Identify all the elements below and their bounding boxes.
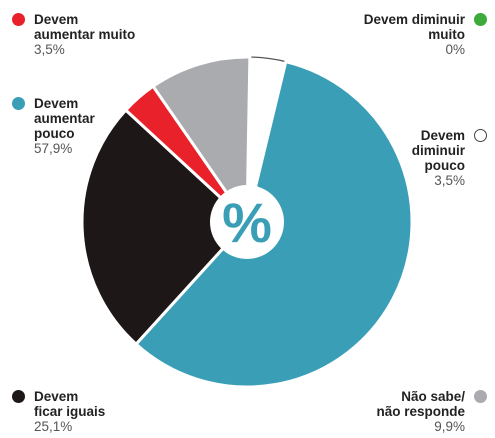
legend-swatch-green	[474, 13, 487, 26]
center-hole	[210, 185, 284, 259]
legend-label: Devem aumentar pouco	[34, 96, 95, 141]
pie-slice-5	[151, 55, 252, 227]
legend-label: Devem aumentar muito	[34, 12, 136, 42]
legend-swatch-red	[12, 13, 25, 26]
legend-diminuir-muito: Devem diminuir muito 0%	[363, 12, 487, 57]
legend-swatch-teal	[12, 97, 25, 110]
legend-label: Devem ficar iguais	[34, 389, 106, 419]
legend-swatch-black	[12, 390, 25, 403]
legend-value: 57,9%	[34, 141, 73, 156]
center-percent-label: %	[222, 191, 272, 254]
legend-value: 3,5%	[34, 42, 65, 57]
legend-value: 25,1%	[34, 419, 73, 434]
legend-value: 3,5%	[434, 173, 465, 188]
legend-label: Devem diminuir muito	[363, 12, 465, 42]
pie-slice-3	[80, 107, 250, 347]
legend-value: 0%	[445, 42, 465, 57]
legend-aumentar-muito: Devem aumentar muito 3,5%	[12, 12, 136, 57]
legend-ficar-iguais: Devem ficar iguais 25,1%	[12, 389, 106, 434]
legend-swatch-gray	[474, 390, 487, 403]
legend-label: Devem diminuir pouco	[411, 128, 465, 173]
legend-swatch-white	[474, 129, 487, 142]
legend-aumentar-pouco: Devem aumentar pouco 57,9%	[12, 96, 95, 156]
legend-label: Não sabe/ não responde	[376, 389, 465, 419]
legend-diminuir-pouco: Devem diminuir pouco 3,5%	[411, 128, 487, 188]
legend-value: 9,9%	[434, 419, 465, 434]
legend-nao-sabe: Não sabe/ não responde 9,9%	[376, 389, 487, 434]
